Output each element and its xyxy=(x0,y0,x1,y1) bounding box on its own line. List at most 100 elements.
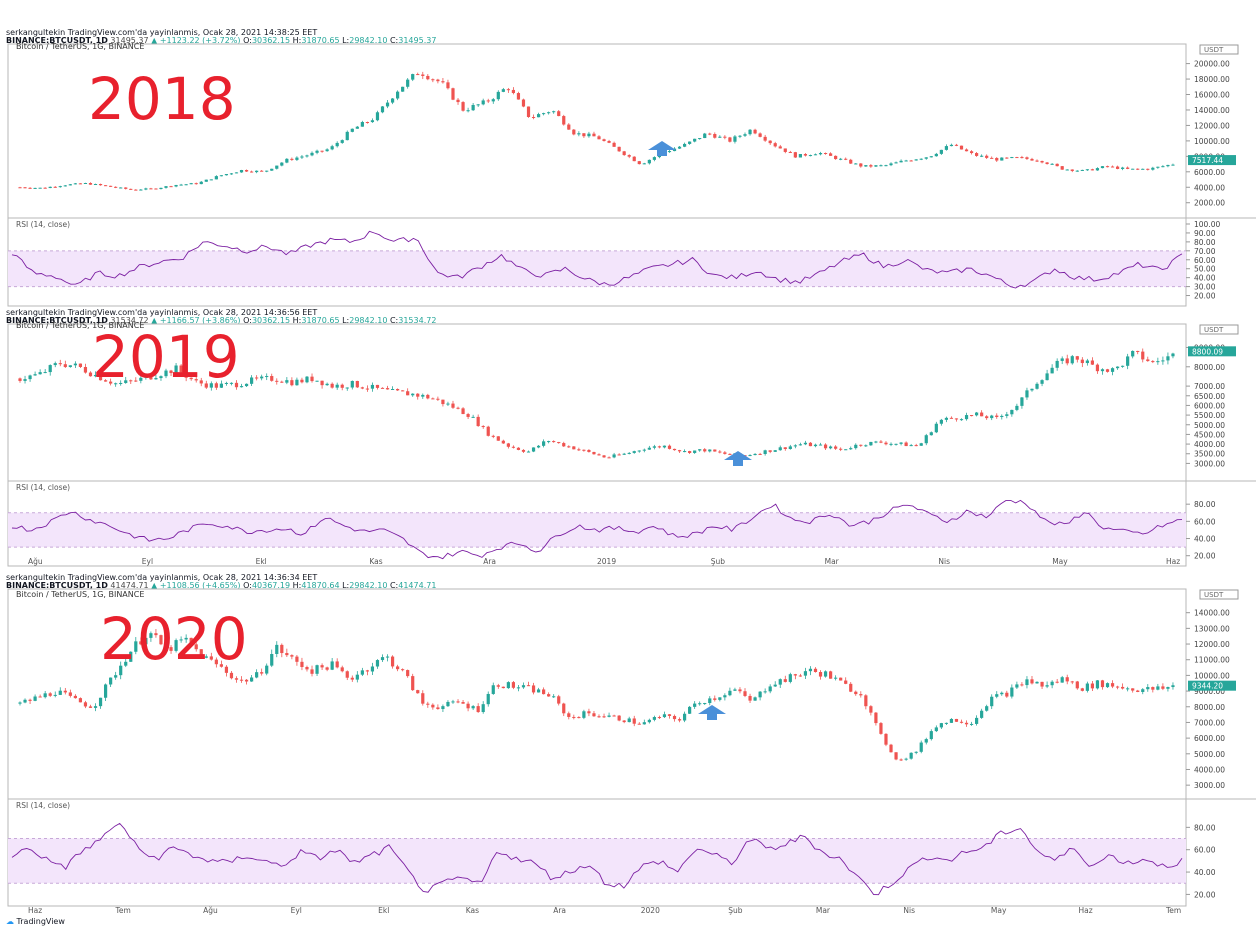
candle-body xyxy=(285,653,289,656)
candle-body xyxy=(456,701,460,703)
candle-body xyxy=(1146,359,1150,362)
candle-body xyxy=(68,692,72,696)
rsi-band xyxy=(8,838,1186,884)
candle-body xyxy=(280,381,284,383)
candle-body xyxy=(839,158,843,160)
candle-body xyxy=(204,383,208,388)
x-tick-label: 2019 xyxy=(597,557,616,566)
candle-body xyxy=(849,683,853,692)
candle-body xyxy=(708,698,712,704)
rsi-tick-label: 50.00 xyxy=(1194,265,1216,274)
candle-body xyxy=(446,701,450,707)
candle-body xyxy=(18,702,22,704)
candle-body xyxy=(682,143,687,147)
candle-body xyxy=(385,656,390,658)
price-tick-label: 14000.00 xyxy=(1194,609,1230,618)
last-price-tag xyxy=(1188,346,1236,357)
candle-body xyxy=(446,403,450,405)
candle-body xyxy=(58,363,62,365)
rsi-tick-label: 20.00 xyxy=(1194,890,1216,899)
candle-body xyxy=(315,380,319,382)
candle-body xyxy=(471,706,475,709)
candle-body xyxy=(119,187,123,189)
candle-body xyxy=(179,184,183,186)
candle-body xyxy=(969,151,974,154)
candle-body xyxy=(164,186,168,188)
candle-body xyxy=(929,156,933,158)
candle-body xyxy=(698,138,702,140)
candle-body xyxy=(78,363,83,367)
candle-body xyxy=(1151,687,1155,690)
candle-body xyxy=(627,452,631,454)
candle-body xyxy=(874,441,878,443)
candle-body xyxy=(194,183,198,185)
candle-body xyxy=(753,697,757,701)
candle-body xyxy=(159,635,163,645)
candle-body xyxy=(390,656,395,667)
candle-body xyxy=(889,744,893,753)
candle-body xyxy=(813,444,818,447)
candle-body xyxy=(244,383,249,387)
header-line-2: BINANCE:BTCUSDT, 1D 41474.71 ▲ +1108.56 … xyxy=(6,581,437,590)
currency-label: USDT xyxy=(1204,591,1224,599)
candle-body xyxy=(270,376,274,381)
candle-body xyxy=(33,696,37,701)
candle-body xyxy=(934,727,938,732)
candle-body xyxy=(975,412,979,416)
candle-body xyxy=(844,449,848,451)
candle-body xyxy=(260,376,264,379)
candle-body xyxy=(567,124,571,130)
candle-body xyxy=(516,93,521,100)
candle-body xyxy=(1020,397,1024,406)
candle-body xyxy=(38,696,42,698)
candle-body xyxy=(587,711,591,714)
candle-body xyxy=(134,380,138,382)
candle-body xyxy=(698,449,702,451)
candle-body xyxy=(758,133,762,137)
candle-body xyxy=(748,455,752,457)
candle-body xyxy=(239,679,244,681)
candle-body xyxy=(199,649,203,658)
candle-body xyxy=(88,183,93,185)
candle-body xyxy=(98,697,103,707)
candle-body xyxy=(536,445,541,448)
candle-body xyxy=(763,450,767,455)
candle-body xyxy=(436,707,440,710)
candle-body xyxy=(390,98,395,103)
candle-body xyxy=(1005,414,1009,416)
candle-body xyxy=(320,665,324,668)
candle-body xyxy=(748,129,752,135)
candle-body xyxy=(83,366,88,373)
candle-body xyxy=(93,184,98,186)
last-price-tag xyxy=(1188,680,1236,691)
candle-body xyxy=(617,146,621,152)
candle-body xyxy=(1131,688,1135,691)
candle-body xyxy=(491,685,495,694)
candle-body xyxy=(63,690,67,693)
candle-body xyxy=(567,446,571,448)
candle-body xyxy=(793,445,797,447)
candle-body xyxy=(239,386,244,388)
candle-body xyxy=(949,144,954,147)
candle-body xyxy=(144,637,148,645)
candle-body xyxy=(602,455,606,458)
price-tick-label: 5000.00 xyxy=(1194,421,1225,430)
candle-body xyxy=(491,99,495,102)
candle-body xyxy=(385,388,390,390)
candle-body xyxy=(1146,687,1150,690)
candle-body xyxy=(1070,356,1074,364)
candle-body xyxy=(1075,356,1079,360)
rsi-tick-label: 40.00 xyxy=(1194,535,1216,544)
candle-body xyxy=(355,674,359,680)
candle-body xyxy=(758,691,762,698)
candle-body xyxy=(1005,157,1009,159)
candle-body xyxy=(1166,687,1170,689)
rsi-line xyxy=(11,822,1183,896)
candle-body xyxy=(1171,685,1175,688)
candle-body xyxy=(290,158,294,160)
candle-body xyxy=(597,454,601,456)
x-tick-label: May xyxy=(1052,557,1068,566)
candle-body xyxy=(768,686,772,692)
candle-body xyxy=(441,81,445,83)
candle-body xyxy=(486,100,490,102)
